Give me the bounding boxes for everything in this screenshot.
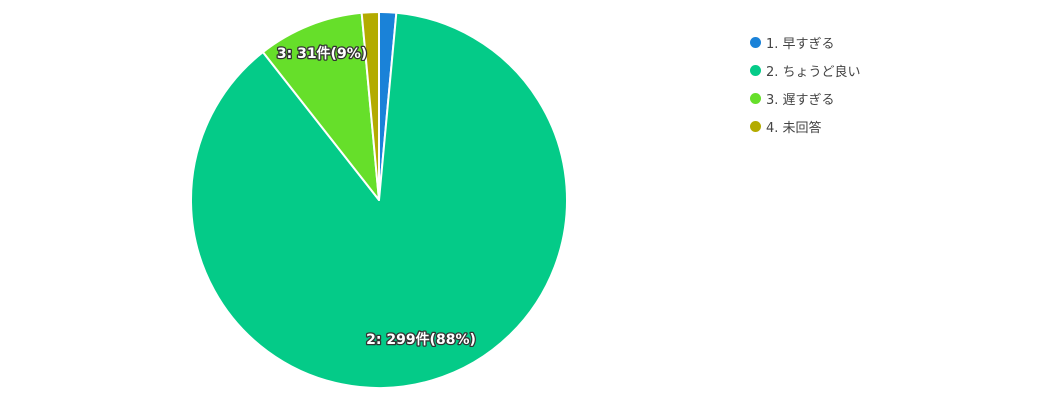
legend-label-3: 3. 遅すぎる bbox=[766, 92, 835, 108]
legend-item-1[interactable]: 1. 早すぎる bbox=[750, 28, 861, 56]
legend-label-2: 2. ちょうど良い bbox=[766, 64, 861, 80]
chart-legend: 1. 早すぎる 2. ちょうど良い 3. 遅すぎる 4. 未回答 bbox=[750, 28, 861, 140]
legend-label-1: 1. 早すぎる bbox=[766, 36, 835, 52]
legend-label-4: 4. 未回答 bbox=[766, 120, 822, 136]
legend-marker-3 bbox=[750, 92, 761, 104]
legend-marker-2 bbox=[750, 64, 761, 76]
pie-labels: 2: 299件(88%) 3: 31件(9%) bbox=[276, 44, 478, 350]
pie-slices bbox=[190, 10, 568, 389]
legend-item-3[interactable]: 3. 遅すぎる bbox=[750, 84, 861, 112]
slice-label-2: 2: 299件(88%) bbox=[366, 331, 476, 348]
legend-marker-4 bbox=[750, 120, 761, 132]
legend-item-4[interactable]: 4. 未回答 bbox=[750, 112, 861, 140]
legend-item-2[interactable]: 2. ちょうど良い bbox=[750, 56, 861, 84]
slice-label-3: 3: 31件(9%) bbox=[277, 45, 367, 62]
legend-marker-1 bbox=[750, 36, 761, 48]
pie-slice-4[interactable] bbox=[360, 10, 380, 201]
pie-slice-3[interactable] bbox=[261, 11, 380, 201]
